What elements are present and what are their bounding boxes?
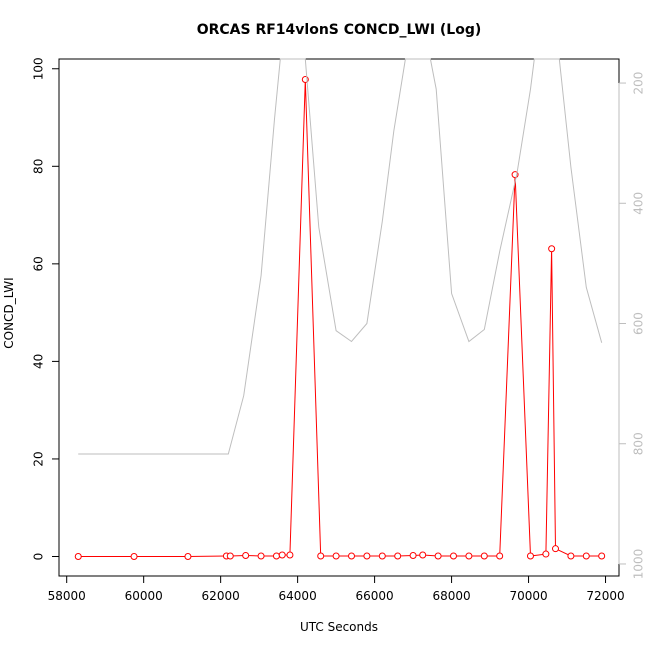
x-tick-label: 66000 bbox=[356, 589, 394, 603]
secondary-series-line bbox=[78, 58, 603, 455]
data-point bbox=[551, 545, 559, 553]
data-point bbox=[130, 552, 138, 560]
series-layer bbox=[74, 58, 606, 560]
y-axis: 0 20 40 60 80 100 bbox=[32, 57, 60, 560]
data-point bbox=[419, 551, 427, 559]
data-point bbox=[242, 552, 250, 560]
x-tick-label: 72000 bbox=[586, 589, 624, 603]
y-tick-label: 40 bbox=[32, 354, 46, 369]
data-point bbox=[465, 552, 473, 560]
secondary-y-axis: 200 400 600 800 1000 bbox=[618, 72, 646, 580]
data-point bbox=[184, 552, 192, 560]
data-point bbox=[348, 552, 356, 560]
data-point bbox=[74, 552, 82, 560]
x-tick-label: 58000 bbox=[48, 589, 86, 603]
data-point bbox=[226, 552, 234, 560]
data-point bbox=[526, 552, 534, 560]
data-point bbox=[480, 552, 488, 560]
x-tick-label: 64000 bbox=[279, 589, 317, 603]
data-point bbox=[286, 551, 294, 559]
data-point bbox=[378, 552, 386, 560]
y2-tick-label: 400 bbox=[632, 192, 646, 215]
y-tick-label: 80 bbox=[32, 159, 46, 174]
data-point bbox=[409, 552, 417, 560]
data-point bbox=[548, 245, 556, 253]
chart-title: ORCAS RF14vlonS CONCD_LWI (Log) bbox=[197, 22, 482, 38]
primary-series-line bbox=[78, 79, 602, 557]
data-point bbox=[272, 552, 280, 560]
x-tick-label: 60000 bbox=[125, 589, 163, 603]
data-point bbox=[278, 551, 286, 559]
y-tick-label: 60 bbox=[32, 256, 46, 271]
x-axis-label: UTC Seconds bbox=[300, 620, 378, 634]
data-point bbox=[582, 552, 590, 560]
data-point bbox=[332, 552, 340, 560]
data-point bbox=[542, 550, 550, 558]
y-tick-label: 20 bbox=[32, 451, 46, 466]
x-tick-label: 62000 bbox=[202, 589, 240, 603]
y2-tick-label: 200 bbox=[632, 72, 646, 95]
x-tick-label: 68000 bbox=[432, 589, 470, 603]
data-point bbox=[450, 552, 458, 560]
y-axis-label: CONCD_LWI bbox=[2, 277, 16, 348]
y-tick-label: 100 bbox=[32, 57, 46, 80]
data-point bbox=[257, 552, 265, 560]
x-tick-label: 70000 bbox=[509, 589, 547, 603]
data-point bbox=[394, 552, 402, 560]
y2-tick-label: 600 bbox=[632, 312, 646, 335]
data-point bbox=[567, 552, 575, 560]
data-point bbox=[317, 552, 325, 560]
data-point bbox=[598, 552, 606, 560]
plot-frame bbox=[58, 58, 620, 577]
x-axis: 58000 60000 62000 64000 66000 68000 70000 72000 bbox=[48, 575, 625, 603]
y2-tick-label: 1000 bbox=[632, 549, 646, 580]
data-point bbox=[496, 552, 504, 560]
data-point bbox=[434, 552, 442, 560]
y2-tick-label: 800 bbox=[632, 432, 646, 455]
y-tick-label: 0 bbox=[32, 553, 46, 561]
data-point bbox=[363, 552, 371, 560]
